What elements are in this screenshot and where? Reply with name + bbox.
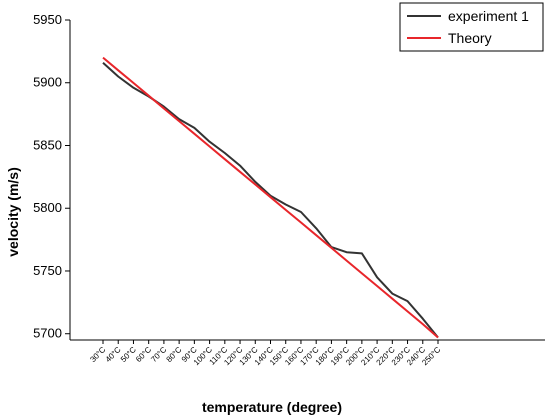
y-tick-label: 5800 (33, 200, 62, 215)
y-tick-label: 5900 (33, 75, 62, 90)
x-axis-title: temperature (degree) (202, 399, 342, 415)
y-tick-label: 5950 (33, 12, 62, 27)
y-tick-label: 5850 (33, 137, 62, 152)
y-axis-title: velocity (m/s) (5, 167, 21, 256)
x-tick-label: 60°C (134, 345, 153, 364)
axes (69, 20, 545, 341)
x-tick-label: 70°C (149, 345, 168, 364)
legend-label-theory: Theory (448, 30, 492, 46)
x-tick-label: 80°C (165, 345, 184, 364)
x-tick-label: 30°C (88, 345, 107, 364)
y-tick-label: 5700 (33, 326, 62, 341)
x-tick-label: 40°C (104, 345, 123, 364)
x-ticks: 30°C40°C50°C60°C70°C80°C90°C100°C110°C12… (88, 340, 443, 367)
legend: experiment 1 Theory (399, 2, 544, 52)
x-tick-label: 50°C (119, 345, 138, 364)
legend-box (399, 2, 544, 52)
y-ticks: 5700 5750 5800 5850 5900 5950 (33, 12, 70, 341)
series-line-theory (102, 56, 439, 339)
y-tick-label: 5750 (33, 263, 62, 278)
series-group (102, 56, 439, 339)
series-line-experiment-1 (102, 61, 439, 339)
legend-label-experiment-1: experiment 1 (448, 8, 529, 24)
